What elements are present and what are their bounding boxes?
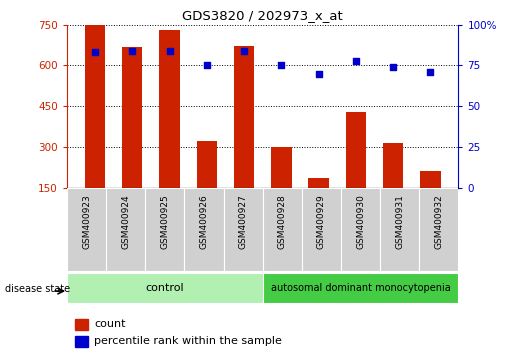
Bar bbox=[67, 188, 106, 271]
Bar bbox=[419, 188, 458, 271]
Text: GSM400929: GSM400929 bbox=[317, 194, 326, 249]
Bar bbox=[75, 319, 89, 330]
Point bbox=[128, 48, 136, 54]
Text: autosomal dominant monocytopenia: autosomal dominant monocytopenia bbox=[270, 282, 451, 293]
Point bbox=[389, 64, 397, 70]
Text: GSM400927: GSM400927 bbox=[238, 194, 248, 249]
Bar bbox=[341, 188, 380, 271]
Bar bbox=[67, 273, 263, 303]
Text: GSM400931: GSM400931 bbox=[395, 194, 404, 249]
Bar bbox=[420, 171, 440, 188]
Bar bbox=[263, 273, 458, 303]
Bar bbox=[380, 188, 419, 271]
Point bbox=[426, 69, 435, 75]
Bar bbox=[85, 25, 105, 188]
Bar bbox=[346, 112, 366, 188]
Bar bbox=[224, 188, 263, 271]
Text: disease state: disease state bbox=[5, 284, 70, 293]
Bar bbox=[122, 47, 143, 188]
Bar bbox=[106, 188, 145, 271]
Bar bbox=[263, 188, 302, 271]
Point bbox=[165, 48, 174, 54]
Bar bbox=[234, 46, 254, 188]
Point bbox=[277, 63, 285, 68]
Bar bbox=[302, 188, 341, 271]
Point bbox=[240, 48, 248, 54]
Text: GSM400928: GSM400928 bbox=[278, 194, 287, 249]
Bar bbox=[75, 336, 89, 347]
Bar bbox=[308, 178, 329, 188]
Text: GSM400930: GSM400930 bbox=[356, 194, 365, 249]
Title: GDS3820 / 202973_x_at: GDS3820 / 202973_x_at bbox=[182, 9, 343, 22]
Bar bbox=[145, 188, 184, 271]
Text: control: control bbox=[146, 282, 184, 293]
Bar bbox=[197, 141, 217, 188]
Text: GSM400925: GSM400925 bbox=[160, 194, 169, 249]
Point bbox=[91, 50, 99, 55]
Point bbox=[352, 58, 360, 63]
Text: percentile rank within the sample: percentile rank within the sample bbox=[94, 336, 282, 346]
Bar bbox=[184, 188, 224, 271]
Text: GSM400926: GSM400926 bbox=[199, 194, 209, 249]
Text: GSM400932: GSM400932 bbox=[434, 194, 443, 249]
Point bbox=[202, 63, 211, 68]
Text: GSM400923: GSM400923 bbox=[82, 194, 91, 249]
Bar bbox=[383, 143, 403, 188]
Bar bbox=[271, 147, 291, 188]
Point bbox=[315, 71, 323, 76]
Text: GSM400924: GSM400924 bbox=[121, 194, 130, 249]
Text: count: count bbox=[94, 319, 126, 329]
Bar bbox=[159, 30, 180, 188]
